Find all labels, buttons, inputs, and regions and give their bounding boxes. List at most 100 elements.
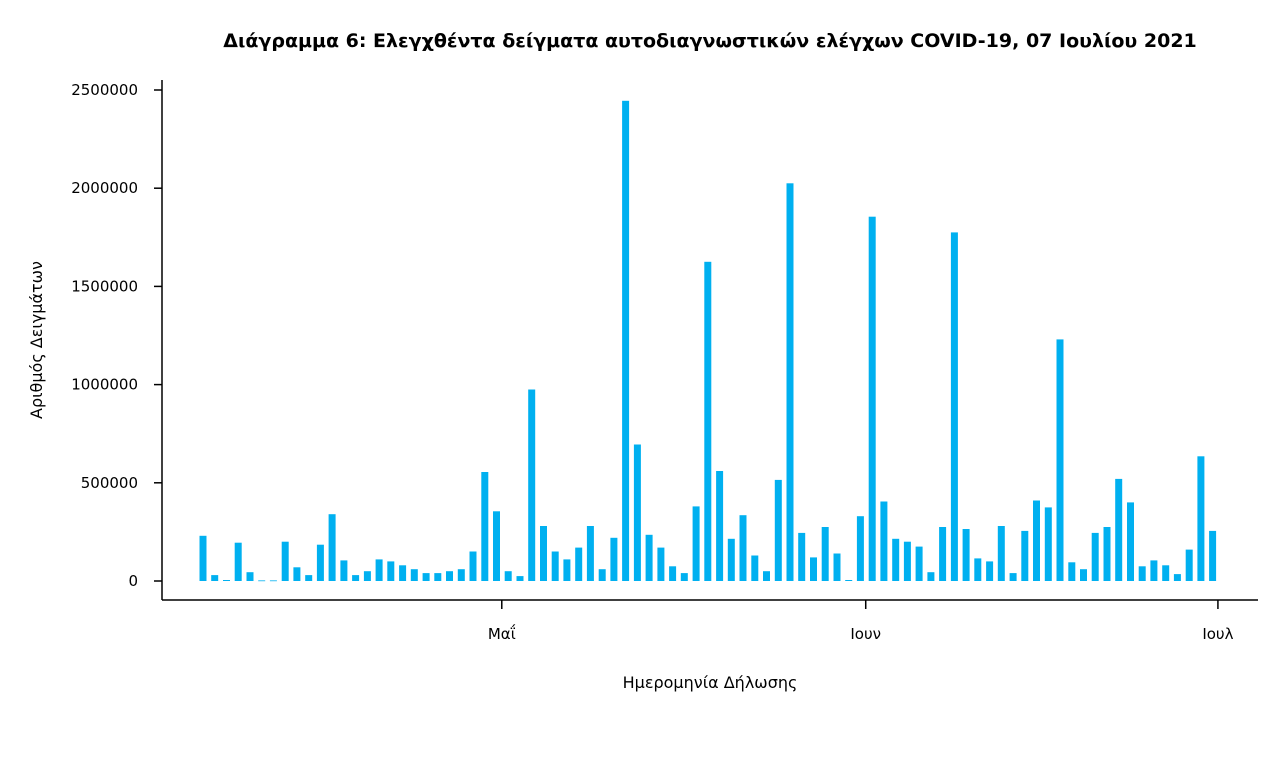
bar <box>363 571 371 581</box>
x-tick-label: Μαΐ <box>488 623 516 643</box>
bar <box>669 566 677 581</box>
bar <box>352 575 360 581</box>
bar <box>1021 530 1029 581</box>
y-tick-label: 500000 <box>81 474 138 492</box>
bar <box>633 444 641 581</box>
bar <box>716 471 724 581</box>
bar <box>727 538 735 581</box>
y-tick-label: 2500000 <box>71 81 138 99</box>
bar <box>399 565 407 581</box>
bar <box>1080 569 1087 581</box>
y-tick-label: 2000000 <box>71 179 138 197</box>
bar <box>1056 339 1064 581</box>
bar <box>1044 507 1052 581</box>
bar <box>481 472 489 581</box>
bar <box>1150 560 1158 581</box>
bar <box>915 546 923 581</box>
bar <box>1127 502 1134 581</box>
bar <box>786 183 794 582</box>
y-axis-label: Αριθμός Δειγμάτων <box>27 261 46 419</box>
y-axis-ticks: 0 500000 1000000 1500000 2000000 2500000 <box>71 81 162 590</box>
bar <box>598 569 606 581</box>
bar <box>657 547 665 581</box>
bar <box>528 389 536 581</box>
bar <box>962 529 970 581</box>
bar <box>610 537 618 581</box>
bar <box>387 561 395 581</box>
bar <box>1033 500 1040 581</box>
x-tick-label: Ιουν <box>850 625 881 643</box>
bar <box>974 558 982 581</box>
bar <box>645 534 653 581</box>
bar <box>375 559 383 581</box>
bar <box>833 553 841 581</box>
bar <box>457 569 465 581</box>
bars-group <box>199 100 1217 582</box>
bar <box>469 551 477 581</box>
bar <box>997 526 1005 581</box>
bar <box>950 232 958 581</box>
bar <box>892 538 900 581</box>
bar <box>575 547 583 581</box>
bar <box>1068 562 1076 581</box>
bar <box>680 573 688 581</box>
bar <box>763 571 770 581</box>
bar <box>223 580 230 581</box>
bar <box>739 515 747 581</box>
bar <box>446 571 453 581</box>
bar <box>1185 549 1193 581</box>
bar <box>903 541 911 581</box>
bar <box>258 580 266 582</box>
x-tick-label: Ιουλ <box>1202 625 1233 643</box>
bar <box>1115 478 1123 581</box>
bar <box>234 542 242 581</box>
bar <box>1138 566 1146 581</box>
bar <box>704 261 712 581</box>
bar <box>845 580 853 581</box>
bar <box>774 479 782 581</box>
bar <box>880 501 888 581</box>
bar <box>1162 565 1170 581</box>
bar <box>821 527 829 581</box>
bar <box>751 555 759 581</box>
bar <box>692 506 700 581</box>
x-axis-label: Ημερομηνία Δήλωσης <box>623 673 798 692</box>
bar <box>1197 456 1205 581</box>
bar <box>316 544 324 581</box>
chart-title: Διάγραμμα 6: Ελεγχθέντα δείγματα αυτοδια… <box>223 30 1197 52</box>
bar <box>798 532 806 581</box>
bar <box>810 557 817 581</box>
bar <box>434 573 442 581</box>
bar <box>340 560 348 581</box>
bar <box>305 575 313 581</box>
bar <box>1173 574 1181 581</box>
bar <box>540 526 547 581</box>
bar <box>422 573 430 581</box>
bar <box>563 559 571 581</box>
bar <box>1209 530 1217 581</box>
bar <box>939 527 947 581</box>
bar <box>986 561 994 581</box>
bar <box>281 541 289 581</box>
bar <box>516 576 524 581</box>
bar <box>493 511 500 581</box>
bar <box>1009 573 1017 581</box>
bar <box>293 567 301 581</box>
bar <box>1091 532 1099 581</box>
bar <box>410 569 418 581</box>
bar <box>504 571 512 581</box>
bar <box>586 526 594 581</box>
bar <box>927 572 935 581</box>
bar <box>328 514 336 581</box>
bar <box>211 575 219 581</box>
y-tick-label: 1000000 <box>71 376 138 394</box>
bar <box>868 216 876 581</box>
bar <box>856 516 864 581</box>
y-tick-label: 0 <box>128 572 138 590</box>
bar <box>269 580 277 582</box>
bar <box>622 100 630 582</box>
bar <box>551 551 559 581</box>
x-axis-ticks: Μαΐ Ιουν Ιουλ <box>488 600 1234 643</box>
bar <box>199 535 207 581</box>
